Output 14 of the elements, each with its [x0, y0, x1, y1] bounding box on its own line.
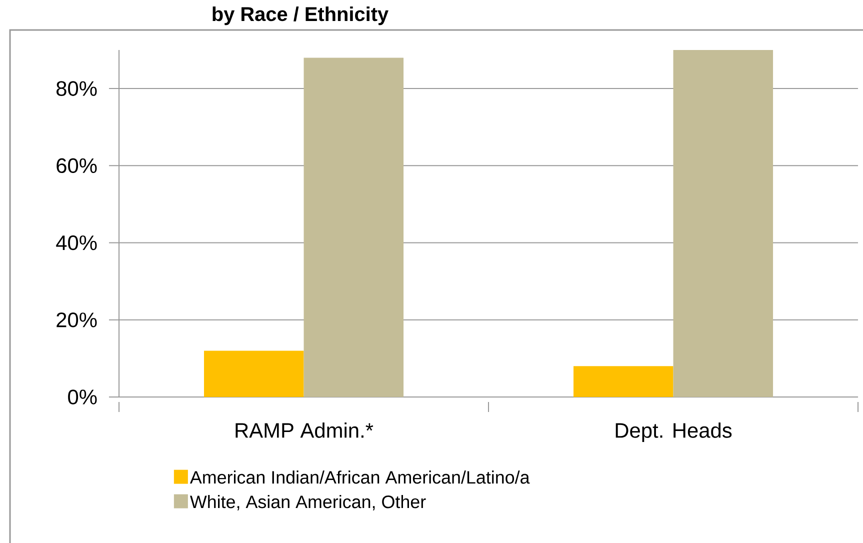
x-tick-label: Dept. Heads	[616, 422, 732, 442]
x-tick-label: RAMP Admin.*	[236, 422, 374, 438]
y-tick-label: 60%	[56, 158, 97, 174]
bar	[204, 350, 304, 397]
y-tick-label: 40%	[56, 235, 97, 250]
y-tick-label: 0%	[68, 390, 97, 404]
bar	[304, 58, 404, 397]
bar	[573, 366, 674, 397]
y-tick-label: 80%	[56, 81, 97, 96]
y-tick-label: 20%	[56, 312, 97, 328]
legend-label: White, Asian American, Other	[190, 495, 426, 510]
bar	[673, 50, 774, 397]
legend-label: American Indian/African American/Latino/a	[190, 470, 530, 484]
chart-title: by Race / Ethnicity	[212, 6, 388, 26]
